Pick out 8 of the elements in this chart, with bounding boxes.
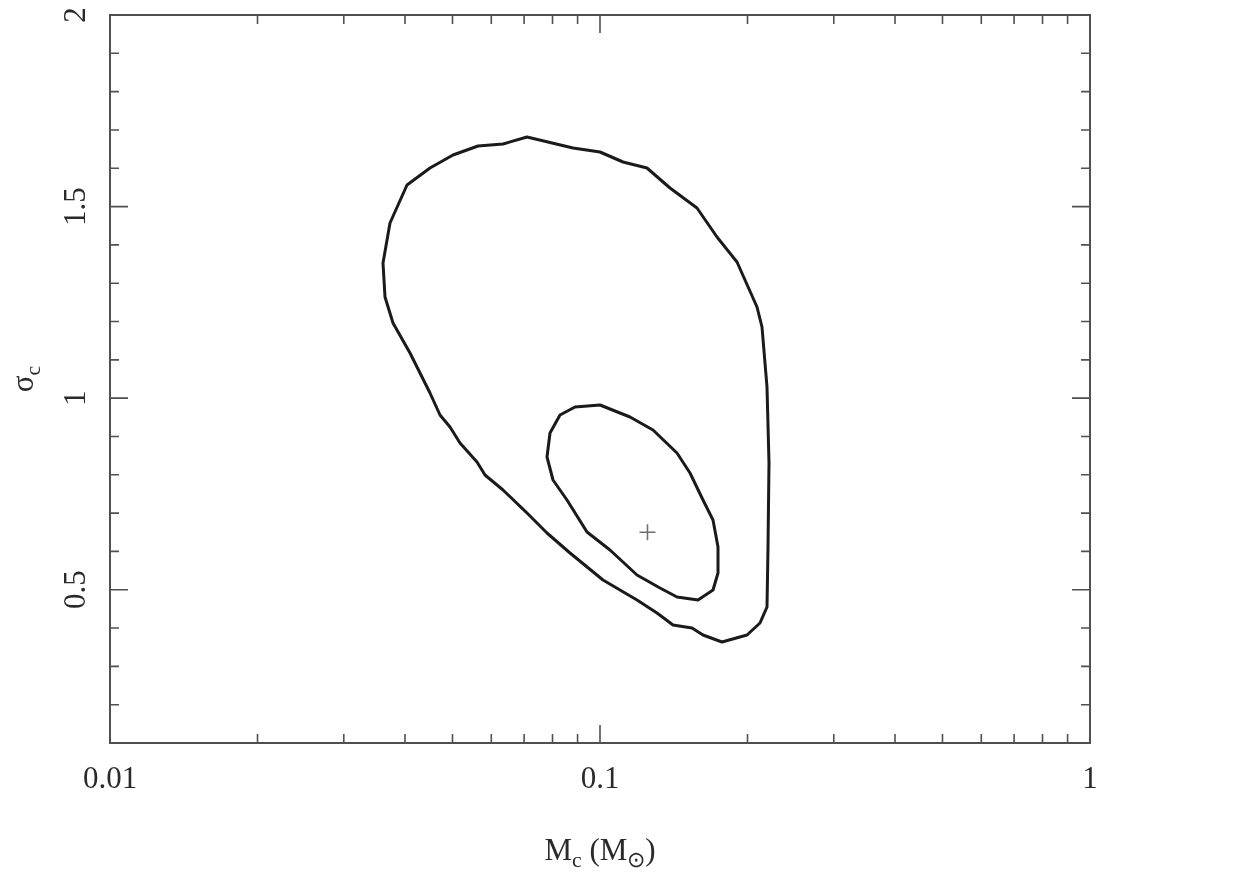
- x-axis-title: M$_{c}$ (M$_{⊙}$): [544, 832, 656, 874]
- y-tick-label: 1.5: [56, 187, 92, 226]
- x-tick-label: 0.01: [82, 759, 138, 795]
- y-tick-label: 0.5: [56, 570, 92, 610]
- y-tick-label: 1: [56, 390, 92, 406]
- x-tick-label: 1: [1082, 759, 1098, 795]
- x-tick-label: 0.1: [580, 759, 620, 795]
- y-tick-label: 2: [56, 7, 92, 23]
